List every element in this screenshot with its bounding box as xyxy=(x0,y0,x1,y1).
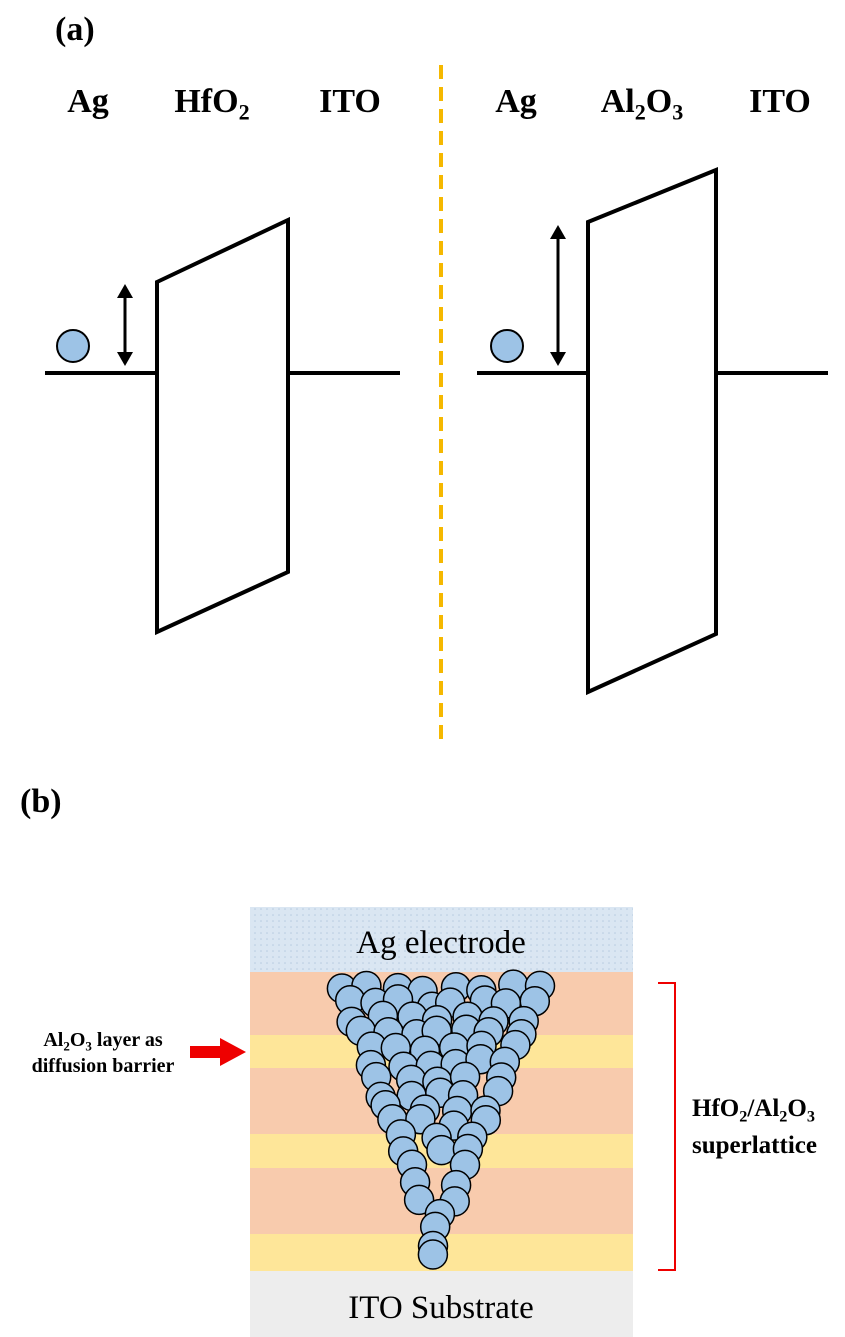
oxide-label: HfO2 xyxy=(174,83,249,124)
metal-label: Ag xyxy=(67,83,109,120)
text-part: O xyxy=(787,1095,806,1122)
layer-label: ITO Substrate xyxy=(348,1290,533,1326)
electrode-label: ITO xyxy=(319,83,381,120)
text-part: Al xyxy=(43,1029,63,1051)
text-part: layer as xyxy=(92,1029,163,1051)
superlattice-note: HfO2/Al2O3 xyxy=(692,1095,815,1126)
panel-label: (a) xyxy=(55,11,95,48)
subscript: 3 xyxy=(807,1108,815,1126)
barrier-note: diffusion barrier xyxy=(32,1055,175,1077)
barrier-note: Al2O3 layer as xyxy=(43,1029,163,1053)
subscript: 2 xyxy=(239,99,250,124)
subscript: 2 xyxy=(635,99,646,124)
text-part: /Al xyxy=(746,1095,779,1122)
text-part: Al xyxy=(601,83,635,120)
subscript: 2 xyxy=(739,1108,747,1126)
metal-label: Ag xyxy=(495,83,537,120)
superlattice-note: superlattice xyxy=(692,1132,817,1159)
diagram: (a) Ag HfO2 ITO Ag Al2O3 ITO (b) Ag elec… xyxy=(0,0,845,1337)
text-part: O xyxy=(646,83,672,120)
electrode-label: ITO xyxy=(749,83,811,120)
layer-label: Ag electrode xyxy=(356,925,526,961)
ag-particle xyxy=(418,1240,447,1269)
subscript: 2 xyxy=(779,1108,787,1126)
text-part: HfO xyxy=(692,1095,739,1122)
text-part: O xyxy=(70,1029,86,1051)
text-part: HfO xyxy=(174,83,238,120)
subscript: 3 xyxy=(672,99,683,124)
panel-label: (b) xyxy=(20,783,62,820)
